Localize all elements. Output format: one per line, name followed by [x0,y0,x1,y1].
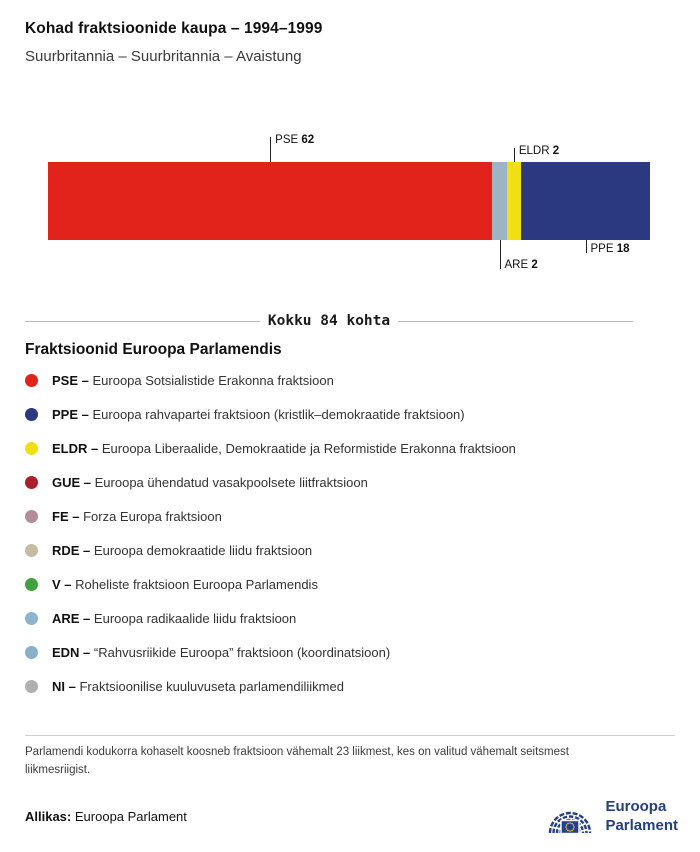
group-description: “Rahvusriikide Euroopa” fraktsioon (koor… [93,644,391,660]
bar-segment-ppe[interactable] [520,162,650,240]
header: Kohad fraktsioonide kaupa – 1994–1999 Su… [0,0,700,65]
bar-segment-eldr[interactable] [506,162,521,240]
group-color-dot [25,577,38,591]
legend-item-are: ARE – Euroopa radikaalide liidu fraktsio… [25,601,675,635]
group-description: Euroopa ühendatud vasakpoolsete liitfrak… [94,474,368,490]
ep-logo-text: Euroopa Parlament [605,797,678,834]
footer: Allikas: Euroopa Parlament [25,793,678,840]
stacked-bar [48,162,650,240]
source: Allikas: Euroopa Parlament [25,809,187,824]
group-color-dot [25,543,38,557]
group-description: Euroopa Sotsialistide Erakonna fraktsioo… [92,372,334,388]
ep-hemicycle-icon [544,793,596,840]
group-description: Euroopa Liberaalide, Demokraatide ja Ref… [101,440,516,456]
seat-chart: PSE 62 ELDR 2 ARE 2 PPE 18 [48,115,650,287]
footer-divider [25,735,675,736]
group-color-dot [25,679,38,693]
group-abbr: ELDR – [52,440,99,456]
bar-segment-are[interactable] [492,162,507,240]
group-abbr: EDN – [52,644,91,660]
legend-item-ni: NI – Fraktsioonilise kuuluvuseta parlame… [25,669,675,703]
callout-label-are: ARE 2 [504,259,538,271]
group-abbr: ARE – [52,610,91,626]
group-description: Euroopa rahvapartei fraktsioon (kristlik… [92,406,465,422]
group-color-dot [25,407,38,421]
callout-eldr: ELDR 2 [513,145,559,162]
callout-label-pse: PSE 62 [275,134,315,146]
divider-line-right [398,320,633,322]
group-color-dot [25,373,38,387]
legend-item-gue: GUE – Euroopa ühendatud vasakpoolsete li… [25,465,675,499]
callout-label-eldr: ELDR 2 [518,145,560,157]
legend: Fraktsioonid Euroopa Parlamendis PSE – E… [25,341,675,703]
group-abbr: RDE – [52,542,91,558]
group-abbr: V – [52,576,72,592]
divider-line-left [25,320,260,322]
legend-item-v: V – Roheliste fraktsioon Euroopa Parlame… [25,567,675,601]
page-subtitle: Suurbritannia – Suurbritannia – Avaistun… [25,48,302,65]
legend-item-pse: PSE – Euroopa Sotsialistide Erakonna fra… [25,363,675,397]
group-description: Euroopa radikaalide liidu fraktsioon [93,610,297,626]
group-color-dot [25,611,38,625]
legend-item-fe: FE – Forza Europa fraktsioon [25,499,675,533]
group-color-dot [25,645,38,659]
bar-segment-pse[interactable] [48,162,493,240]
legend-item-rde: RDE – Euroopa demokraatide liidu fraktsi… [25,533,675,567]
source-label: Allikas: [25,809,72,824]
group-description: Roheliste fraktsioon Euroopa Parlamendis [75,576,318,592]
legend-item-eldr: ELDR – Euroopa Liberaalide, Demokraatide… [25,431,675,465]
legend-title: Fraktsioonid Euroopa Parlamendis [25,341,282,358]
group-description: Euroopa demokraatide liidu fraktsioon [93,542,313,558]
group-abbr: GUE – [52,474,92,490]
european-parliament-logo: Euroopa Parlament [544,793,678,840]
callout-ppe: PPE 18 [585,240,630,255]
callout-zone-top: PSE 62 ELDR 2 [48,115,650,162]
footnote: Parlamendi kodukorra kohaselt koosneb fr… [25,746,569,776]
legend-item-ppe: PPE – Euroopa rahvapartei fraktsioon (kr… [25,397,675,431]
source-value: Euroopa Parlament [74,809,187,824]
page-title: Kohad fraktsioonide kaupa – 1994–1999 [25,20,323,37]
group-abbr: PSE – [52,372,89,388]
total-row: Kokku 84 kohta [25,313,633,329]
callout-are: ARE 2 [499,240,538,271]
group-color-dot [25,475,38,489]
legend-item-edn: EDN – “Rahvusriikide Euroopa” fraktsioon… [25,635,675,669]
total-seats-label: Kokku 84 kohta [267,313,391,329]
group-color-dot [25,509,38,523]
callout-zone-bottom: ARE 2 PPE 18 [48,240,650,287]
group-description: Fraktsioonilise kuuluvuseta parlamendili… [79,678,344,694]
callout-label-ppe: PPE 18 [590,243,630,255]
group-color-dot [25,441,38,455]
group-description: Forza Europa fraktsioon [83,508,222,524]
group-abbr: PPE – [52,406,89,422]
group-abbr: NI – [52,678,76,694]
group-abbr: FE – [52,508,80,524]
callout-pse: PSE 62 [270,134,314,162]
